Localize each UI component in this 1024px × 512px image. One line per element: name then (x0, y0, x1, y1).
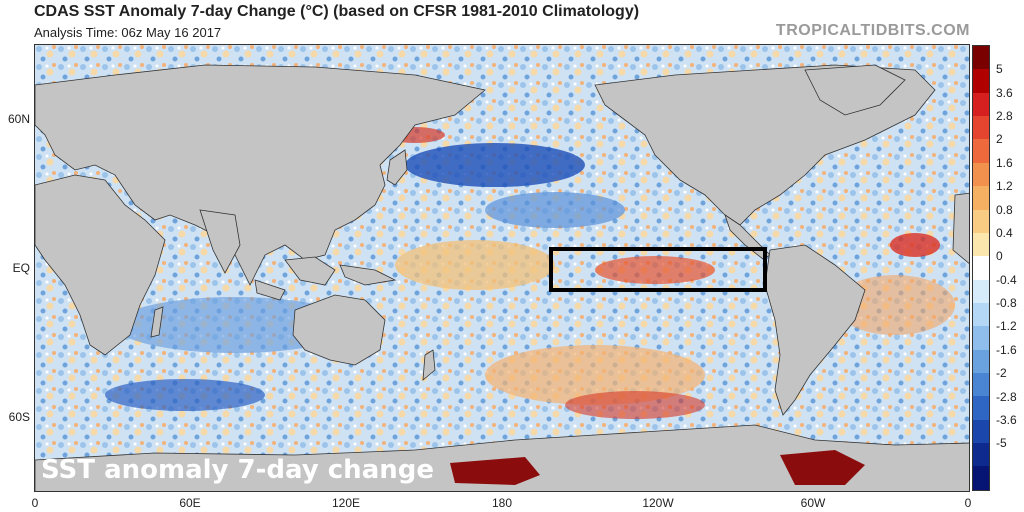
sst-anomaly-map: SST anomaly 7-day change (34, 44, 970, 492)
lon-label-60e: 60E (179, 496, 201, 510)
colorbar-tick-label: 3.6 (996, 85, 1013, 100)
australia (292, 294, 386, 366)
warm-patch-southern (565, 391, 705, 419)
lon-label-180: 180 (491, 496, 513, 510)
colorbar-segment (973, 116, 989, 140)
colorbar-segment (973, 373, 989, 397)
analysis-time: Analysis Time: 06z May 16 2017 (34, 25, 222, 40)
colorbar-tick-label: -3.6 (996, 412, 1017, 427)
eurasia (35, 64, 486, 286)
colorbar-segment (973, 256, 989, 280)
warm-patch-south-pacific (485, 345, 705, 405)
new-zealand (422, 349, 436, 381)
colorbar-tick-label: -1.6 (996, 342, 1017, 357)
africa (35, 174, 166, 356)
lon-label-60w: 60W (800, 496, 826, 510)
india (199, 209, 241, 274)
colorbar-tick-label: 5 (996, 62, 1003, 77)
lon-label-0-left: 0 (31, 496, 39, 510)
colorbar-segment (973, 279, 989, 303)
colorbar-tick-label: -0.4 (996, 272, 1017, 287)
colorbar-tick-label: 2 (996, 132, 1003, 147)
japan (386, 149, 408, 186)
colorbar-tick-label: -0.8 (996, 296, 1017, 311)
africa-west-edge (952, 192, 969, 264)
south-america (764, 244, 866, 416)
colorbar-segment (973, 396, 989, 420)
colorbar-segment (973, 139, 989, 163)
colorbar-tick-label: -2.8 (996, 389, 1017, 404)
colorbar-segment (973, 46, 989, 70)
colorbar-segment (973, 186, 989, 210)
overlay-label: SST anomaly 7-day change (41, 455, 434, 485)
colorbar-tick-label: -1.2 (996, 319, 1017, 334)
map-title: CDAS SST Anomaly 7-day Change (°C) (base… (34, 3, 640, 20)
new-guinea (339, 264, 397, 286)
colorbar-segment (973, 466, 989, 490)
warm-patch-equatorial (595, 256, 715, 284)
nino34-region-box (549, 247, 767, 292)
colorbar-tick-label: -2 (996, 366, 1007, 381)
warm-patch-central-pacific (395, 240, 555, 290)
borneo (284, 256, 336, 286)
cool-patch-southern (105, 379, 265, 411)
colorbar-tick-label: 0.8 (996, 202, 1013, 217)
lat-label-60s: 60S (8, 410, 30, 424)
greenland (804, 64, 906, 116)
madagascar (150, 306, 164, 338)
colorbar-segment (973, 302, 989, 327)
colorbar-segment (973, 162, 989, 187)
antarctica (35, 424, 969, 491)
warm-patch-ross-sea (450, 457, 540, 485)
lat-label-eq: EQ (12, 261, 30, 275)
lon-label-0-right: 0 (964, 496, 972, 510)
lat-label-60n: 60N (7, 112, 30, 126)
credit-watermark: TROPICALTIDBITS.COM (775, 22, 970, 39)
colorbar-tick-label: 1.6 (996, 155, 1013, 170)
lon-label-120w: 120W (642, 496, 674, 510)
landmasses (35, 64, 969, 491)
colorbar-segment (973, 232, 989, 257)
colorbar-segment (973, 69, 989, 93)
lon-label-120e: 120E (331, 496, 361, 510)
colorbar-tick-label: 1.2 (996, 179, 1013, 194)
colorbar-tick-label: 0.4 (996, 225, 1013, 240)
colorbar-segment (973, 349, 989, 374)
colorbar (972, 45, 990, 491)
sumatra-java (254, 279, 286, 301)
colorbar-tick-label: -5 (996, 436, 1007, 451)
cool-patch-north-pacific (405, 143, 585, 187)
colorbar-segment (973, 419, 989, 444)
warm-patch-weddell (780, 450, 865, 485)
colorbar-tick-label: 2.8 (996, 109, 1013, 124)
colorbar-segment (973, 209, 989, 233)
colorbar-segment (973, 443, 989, 467)
map-canvas (35, 45, 969, 491)
warm-patch-west-africa (890, 233, 940, 257)
cool-patch-east-pacific (485, 192, 625, 228)
colorbar-segment (973, 92, 989, 117)
colorbar-tick-label: 0 (996, 249, 1003, 264)
colorbar-segment (973, 326, 989, 350)
